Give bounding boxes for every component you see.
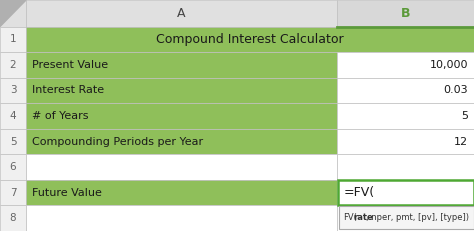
Text: 8: 8: [10, 213, 16, 223]
Bar: [337, 129, 474, 154]
Text: 5: 5: [10, 137, 16, 146]
Text: FV(: FV(: [344, 213, 357, 222]
Bar: [337, 180, 474, 205]
Text: 3: 3: [10, 85, 16, 95]
Bar: [26, 103, 337, 129]
Text: 12: 12: [454, 137, 468, 146]
Text: Future Value: Future Value: [32, 188, 102, 198]
Text: 4: 4: [10, 111, 16, 121]
Text: B: B: [401, 7, 410, 20]
Bar: [337, 180, 474, 205]
Bar: [0, 0, 26, 27]
Bar: [337, 103, 474, 129]
Text: , nper, pmt, [pv], [type]): , nper, pmt, [pv], [type]): [366, 213, 469, 222]
Bar: [338, 207, 474, 229]
Text: Compound Interest Calculator: Compound Interest Calculator: [156, 33, 344, 46]
Bar: [337, 0, 474, 27]
Bar: [0, 27, 26, 52]
Bar: [26, 154, 337, 180]
Bar: [0, 180, 26, 205]
Text: 2: 2: [10, 60, 16, 70]
Text: rate: rate: [353, 213, 373, 222]
Bar: [26, 78, 337, 103]
Bar: [0, 52, 26, 78]
Text: =FV(: =FV(: [344, 186, 374, 199]
Text: 6: 6: [10, 162, 16, 172]
Bar: [26, 129, 337, 154]
Text: 0.03: 0.03: [443, 85, 468, 95]
Text: 7: 7: [10, 188, 16, 198]
Bar: [337, 205, 474, 231]
Bar: [26, 0, 337, 27]
Bar: [337, 52, 474, 78]
Bar: [337, 154, 474, 180]
Text: A: A: [177, 7, 185, 20]
Polygon shape: [0, 0, 26, 27]
Bar: [0, 78, 26, 103]
Text: Interest Rate: Interest Rate: [32, 85, 104, 95]
Bar: [26, 52, 337, 78]
Bar: [337, 78, 474, 103]
Text: Present Value: Present Value: [32, 60, 108, 70]
Bar: [0, 205, 26, 231]
Text: 5: 5: [461, 111, 468, 121]
Bar: [0, 154, 26, 180]
Bar: [0, 129, 26, 154]
Text: Compounding Periods per Year: Compounding Periods per Year: [32, 137, 203, 146]
Text: 10,000: 10,000: [429, 60, 468, 70]
Bar: [0, 103, 26, 129]
Text: # of Years: # of Years: [32, 111, 89, 121]
Bar: [26, 27, 474, 52]
Text: 1: 1: [10, 34, 16, 44]
Bar: [26, 205, 337, 231]
Bar: [26, 180, 337, 205]
